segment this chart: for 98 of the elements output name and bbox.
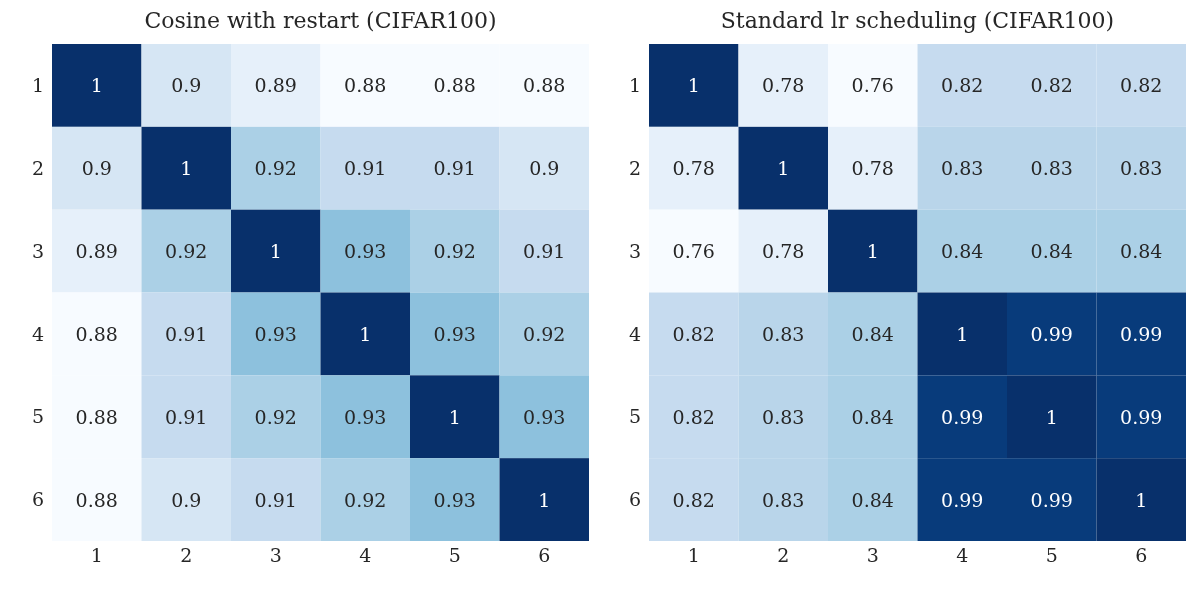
data-label: 0.78 <box>672 157 715 180</box>
data-label: 0.83 <box>941 157 984 180</box>
data-label: 0.93 <box>523 405 566 428</box>
data-label: 0.84 <box>941 240 984 263</box>
data-label: 0.88 <box>75 405 118 428</box>
data-label: 0.88 <box>75 322 118 345</box>
data-label: 1 <box>359 322 372 345</box>
data-label: 0.99 <box>1120 322 1163 345</box>
y-tick-label: 2 <box>31 156 44 179</box>
data-label: 0.99 <box>1030 322 1073 345</box>
data-label: 0.84 <box>1120 240 1163 263</box>
data-label: 1 <box>687 74 700 97</box>
data-label: 0.93 <box>254 322 297 345</box>
data-label: 0.92 <box>254 405 297 428</box>
data-label: 0.88 <box>75 488 118 511</box>
data-label: 1 <box>956 322 969 345</box>
data-label: 0.91 <box>165 405 208 428</box>
data-label: 0.9 <box>529 157 560 180</box>
data-label: 0.9 <box>81 157 112 180</box>
data-label: 0.82 <box>1030 74 1073 97</box>
y-tick-label: 1 <box>628 74 641 97</box>
y-tick-label: 4 <box>628 322 641 345</box>
y-tick-label: 4 <box>31 322 44 345</box>
y-tick-label: 5 <box>628 405 641 428</box>
data-label: 0.83 <box>762 405 805 428</box>
data-label: 0.82 <box>672 322 715 345</box>
data-label: 1 <box>269 240 282 263</box>
x-tick-label: 1 <box>90 544 103 567</box>
data-label: 0.93 <box>433 488 476 511</box>
data-label: 0.92 <box>433 240 476 263</box>
data-label: 0.93 <box>433 322 476 345</box>
data-label: 0.82 <box>1120 74 1163 97</box>
y-tick-label: 6 <box>31 488 44 511</box>
data-label: 0.83 <box>762 488 805 511</box>
data-label: 1 <box>180 157 193 180</box>
data-label: 0.83 <box>1030 157 1073 180</box>
y-tick-label: 6 <box>628 488 641 511</box>
data-label: 0.92 <box>254 157 297 180</box>
data-label: 0.78 <box>762 240 805 263</box>
x-tick-label: 5 <box>1045 544 1058 567</box>
x-tick-label: 2 <box>777 544 790 567</box>
data-label: 0.84 <box>1030 240 1073 263</box>
x-tick-label: 2 <box>180 544 193 567</box>
data-label: 0.92 <box>344 488 387 511</box>
x-tick-label: 6 <box>538 544 551 567</box>
data-label: 0.99 <box>941 405 984 428</box>
x-tick-label: 4 <box>956 544 969 567</box>
x-tick-label: 6 <box>1135 544 1148 567</box>
data-label: 0.99 <box>941 488 984 511</box>
data-label: 0.91 <box>165 322 208 345</box>
data-label: 0.78 <box>762 74 805 97</box>
data-label: 1 <box>90 74 103 97</box>
data-label: 1 <box>1135 488 1148 511</box>
y-tick-label: 3 <box>31 239 44 262</box>
data-label: 0.93 <box>344 405 387 428</box>
x-tick-label: 4 <box>359 544 372 567</box>
data-label: 0.91 <box>344 157 387 180</box>
data-label: 0.78 <box>851 157 894 180</box>
data-label: 0.99 <box>1030 488 1073 511</box>
data-label: 0.89 <box>75 240 118 263</box>
y-tick-label: 5 <box>31 405 44 428</box>
data-label: 0.84 <box>851 488 894 511</box>
data-label: 0.88 <box>523 74 566 97</box>
data-label: 1 <box>866 240 879 263</box>
data-label: 0.76 <box>672 240 715 263</box>
data-label: 1 <box>777 157 790 180</box>
data-label: 0.92 <box>523 322 566 345</box>
data-label: 0.84 <box>851 322 894 345</box>
data-label: 0.89 <box>254 74 297 97</box>
data-label: 0.91 <box>523 240 566 263</box>
data-label: 0.9 <box>171 74 202 97</box>
data-label: 0.83 <box>762 322 805 345</box>
data-label: 0.82 <box>672 405 715 428</box>
x-tick-label: 3 <box>269 544 282 567</box>
data-label: 0.91 <box>254 488 297 511</box>
data-label: 0.9 <box>171 488 202 511</box>
chart-title: Standard lr scheduling (CIFAR100) <box>719 8 1116 35</box>
y-tick-label: 2 <box>628 156 641 179</box>
data-label: 0.82 <box>941 74 984 97</box>
data-label: 0.91 <box>433 157 476 180</box>
data-label: 0.99 <box>1120 405 1163 428</box>
y-tick-label: 1 <box>31 74 44 97</box>
data-label: 0.76 <box>851 74 894 97</box>
data-label: 1 <box>448 405 461 428</box>
data-label: 0.93 <box>344 240 387 263</box>
y-tick-label: 3 <box>628 239 641 262</box>
data-label: 1 <box>538 488 551 511</box>
data-label: 0.84 <box>851 405 894 428</box>
data-label: 0.92 <box>165 240 208 263</box>
data-label: 0.88 <box>433 74 476 97</box>
chart-title: Cosine with restart (CIFAR100) <box>143 8 498 35</box>
x-tick-label: 3 <box>866 544 879 567</box>
data-label: 0.88 <box>344 74 387 97</box>
data-label: 0.82 <box>672 488 715 511</box>
data-label: 1 <box>1045 405 1058 428</box>
data-label: 0.83 <box>1120 157 1163 180</box>
x-tick-label: 1 <box>687 544 700 567</box>
x-tick-label: 5 <box>448 544 461 567</box>
